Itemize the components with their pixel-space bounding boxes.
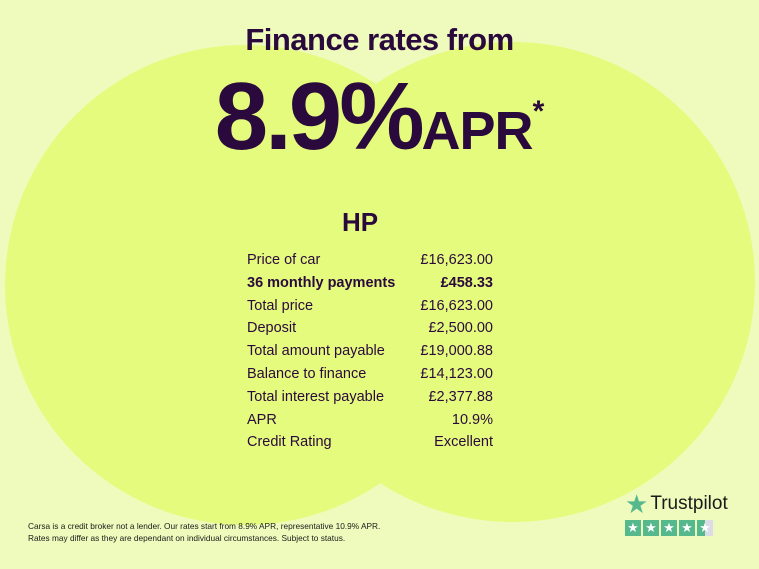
trustpilot-star-icon: ★ [625,489,649,519]
trustpilot-label: Trustpilot [650,493,728,514]
table-row: Credit Rating Excellent [247,431,493,454]
decorative-circle-right [270,42,755,522]
rate-value: 8.9% [214,63,425,170]
row-label: Total price [247,297,314,314]
disclaimer-line: Rates may differ as they are dependant o… [28,533,346,543]
rating-stars: ★ ★ ★ ★ ★ [625,520,728,536]
row-label: Total amount payable [247,343,385,360]
row-label: Total interest payable [247,388,385,405]
row-label: Credit Rating [247,434,332,451]
table-row: Total price £16,623.00 [247,295,493,318]
rate-display: 8.9%APR* [0,62,759,172]
table-row: Deposit £2,500.00 [247,317,493,340]
row-value: 10.9% [451,411,493,428]
table-row: 36 monthly payments £458.33 [247,272,493,295]
row-value: £2,377.88 [428,388,493,405]
headline: Finance rates from [245,22,514,57]
finance-table: Price of car £16,623.00 36 monthly paymen… [247,249,493,454]
row-value: £458.33 [440,274,493,291]
table-row: Balance to finance £14,123.00 [247,363,493,386]
row-label: 36 monthly payments [247,274,396,291]
star-icon: ★ [643,520,659,536]
row-label: Price of car [247,252,321,268]
star-icon: ★ [679,520,695,536]
star-icon: ★ [661,520,677,536]
rate-suffix: APR [421,101,534,161]
row-value: £16,623.00 [420,297,493,314]
row-value: £19,000.88 [420,343,493,360]
row-label: APR [247,411,277,428]
row-label: Deposit [247,320,297,337]
trustpilot-badge: ★ Trustpilot ★ ★ ★ ★ ★ [625,489,728,536]
table-row: Price of car £16,623.00 [247,249,493,272]
half-star-icon: ★ [697,520,713,536]
product-title: HP [342,207,379,237]
table-row: Total interest payable £2,377.88 [247,386,493,409]
row-value: £2,500.00 [428,320,493,337]
star-icon: ★ [625,520,641,536]
row-value: £14,123.00 [420,365,493,382]
row-value: £16,623.00 [420,252,493,268]
row-value: Excellent [434,434,493,451]
table-row: Total amount payable £19,000.88 [247,340,493,363]
asterisk: * [532,95,545,128]
table-row: APR 10.9% [247,409,493,432]
disclaimer-line: Carsa is a credit broker not a lender. O… [28,521,381,531]
disclaimer: Carsa is a credit broker not a lender. O… [28,520,380,544]
row-label: Balance to finance [247,365,367,382]
